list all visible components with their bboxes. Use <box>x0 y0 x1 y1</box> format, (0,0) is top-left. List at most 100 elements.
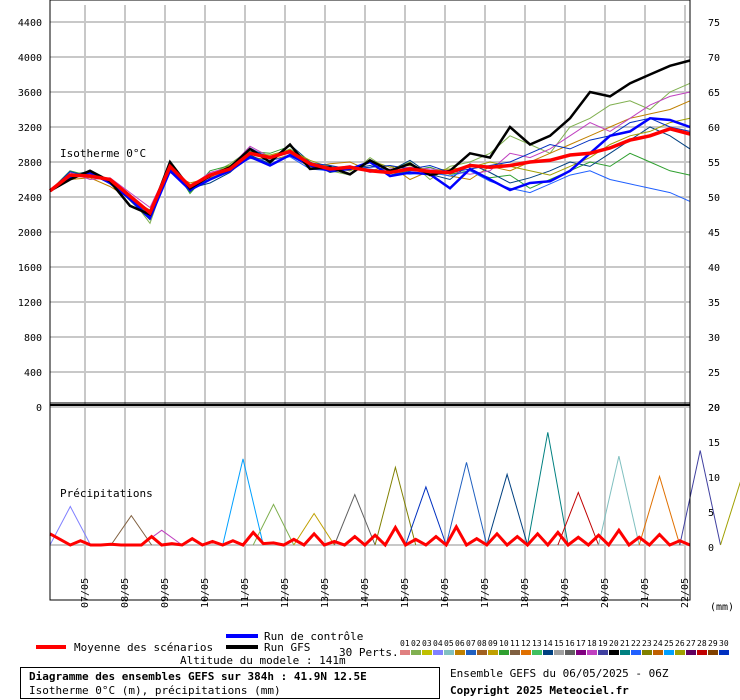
isotherm-member-line <box>49 117 691 219</box>
ensemble-run-label: Ensemble GEFS du 06/05/2025 - 06Z <box>450 667 669 680</box>
member-legend-id: 28 <box>697 639 707 648</box>
member-legend-id: 04 <box>433 639 443 648</box>
left-tick-label: 3200 <box>18 123 42 134</box>
right-tick-label: 40 <box>708 263 720 274</box>
precip-member-spike <box>405 485 447 546</box>
member-legend-id: 16 <box>565 639 575 648</box>
member-legend-swatch <box>554 650 564 655</box>
date-tick-label: 22/05 <box>680 578 691 608</box>
member-legend-id: 10 <box>499 639 509 648</box>
legend-control-label: Run de contrôle <box>264 630 363 643</box>
isotherm-member-line <box>49 126 691 221</box>
left-tick-label: 2400 <box>18 193 42 204</box>
date-tick-label: 09/05 <box>160 578 171 608</box>
member-legend-swatch <box>455 650 465 655</box>
precip-tick-label: 15 <box>708 438 720 449</box>
member-legend-id: 20 <box>609 639 619 648</box>
member-legend-id: 11 <box>510 639 520 648</box>
left-tick-label: 800 <box>24 333 42 344</box>
right-tick-label: 50 <box>708 193 720 204</box>
right-tick-label: 20 <box>708 403 720 414</box>
right-tick-label: 35 <box>708 298 720 309</box>
precip-member-spike <box>252 503 295 546</box>
member-legend-swatch <box>620 650 630 655</box>
member-legend-swatch <box>444 650 454 655</box>
member-legend-id: 23 <box>642 639 652 648</box>
date-tick-label: 08/05 <box>120 578 131 608</box>
member-legend-id: 27 <box>686 639 696 648</box>
member-legend-swatch <box>631 650 641 655</box>
left-tick-label: 0 <box>36 403 42 414</box>
member-legend-swatch <box>697 650 707 655</box>
footer-title: Diagramme des ensembles GEFS sur 384h : … <box>29 670 367 683</box>
right-tick-label: 55 <box>708 158 720 169</box>
member-legend-id: 26 <box>675 639 685 648</box>
member-legend-id: 07 <box>466 639 476 648</box>
member-legend-id: 15 <box>554 639 564 648</box>
member-legend-id: 19 <box>598 639 608 648</box>
date-tick-label: 13/05 <box>320 578 331 608</box>
member-legend-swatch <box>675 650 685 655</box>
left-tick-label: 3600 <box>18 88 42 99</box>
unit-label: (mm) <box>710 602 734 613</box>
date-tick-label: 14/05 <box>360 578 371 608</box>
member-legend-id: 05 <box>444 639 454 648</box>
chart-axes: 07/05 08/05 09/05 10/05 11/05 12/05 13/05 14/05… <box>18 0 720 608</box>
date-tick-label: 11/05 <box>240 578 251 608</box>
left-tick-label: 2800 <box>18 158 42 169</box>
member-legend-swatch <box>543 650 553 655</box>
member-legend-id: 01 <box>400 639 410 648</box>
member-legend-swatch <box>400 650 410 655</box>
precip-member-spike <box>720 481 740 546</box>
precip-member-spike <box>333 493 376 546</box>
precip-tick-label: 0 <box>708 543 714 554</box>
altitude-label: Altitude du modele : 141m <box>180 654 346 667</box>
footer-box: Diagramme des ensembles GEFS sur 384h : … <box>20 667 440 699</box>
member-legend-id: 18 <box>587 639 597 648</box>
member-legend-swatch <box>587 650 597 655</box>
member-legend-swatch <box>411 650 421 655</box>
isotherm-panel-label: Isotherme 0°C <box>60 147 146 160</box>
member-legend-id: 03 <box>422 639 432 648</box>
date-tick-label: 20/05 <box>600 578 611 608</box>
precip-member-spike <box>374 465 417 546</box>
isotherm-gfs-line <box>49 59 691 217</box>
precip-tick-label: 5 <box>708 508 714 519</box>
left-tick-label: 4400 <box>18 18 42 29</box>
member-legend-id: 22 <box>631 639 641 648</box>
member-legend-swatch <box>433 650 443 655</box>
member-legend-swatch <box>653 650 663 655</box>
precip-tick-label: 10 <box>708 473 720 484</box>
member-legend-swatch <box>466 650 476 655</box>
precip-member-spike <box>445 462 488 546</box>
date-tick-label: 21/05 <box>640 578 651 608</box>
member-legend-swatch <box>686 650 696 655</box>
precip-member-spike <box>486 472 528 546</box>
legend: Moyenne des scénarios Run de contrôle Ru… <box>36 630 729 659</box>
member-legend-swatch <box>532 650 542 655</box>
date-tick-label: 17/05 <box>480 578 491 608</box>
right-tick-label: 65 <box>708 88 720 99</box>
member-legend-swatch <box>598 650 608 655</box>
left-tick-label: 4000 <box>18 53 42 64</box>
precip-series <box>49 432 740 548</box>
member-legend-id: 30 <box>719 639 729 648</box>
plot-frame <box>49 0 691 601</box>
member-legend-id: 08 <box>477 639 487 648</box>
legend-mean-label: Moyenne des scénarios <box>74 641 213 654</box>
member-legend-id: 14 <box>543 639 553 648</box>
member-legend-swatch <box>664 650 674 655</box>
date-tick-label: 15/05 <box>400 578 411 608</box>
member-legend-id: 21 <box>620 639 630 648</box>
member-legend-swatch <box>422 650 432 655</box>
precip-mean-line <box>49 523 691 548</box>
member-legend-id: 24 <box>653 639 663 648</box>
legend-perts-label: 30 Perts. <box>339 646 399 659</box>
member-legend-swatch <box>708 650 718 655</box>
precip-member-spike <box>293 512 335 546</box>
date-tick-label: 07/05 <box>80 578 91 608</box>
right-tick-label: 75 <box>708 18 720 29</box>
footer-subtitle: Isotherme 0°C (m), précipitations (mm) <box>29 684 281 697</box>
member-legend-id: 13 <box>532 639 542 648</box>
